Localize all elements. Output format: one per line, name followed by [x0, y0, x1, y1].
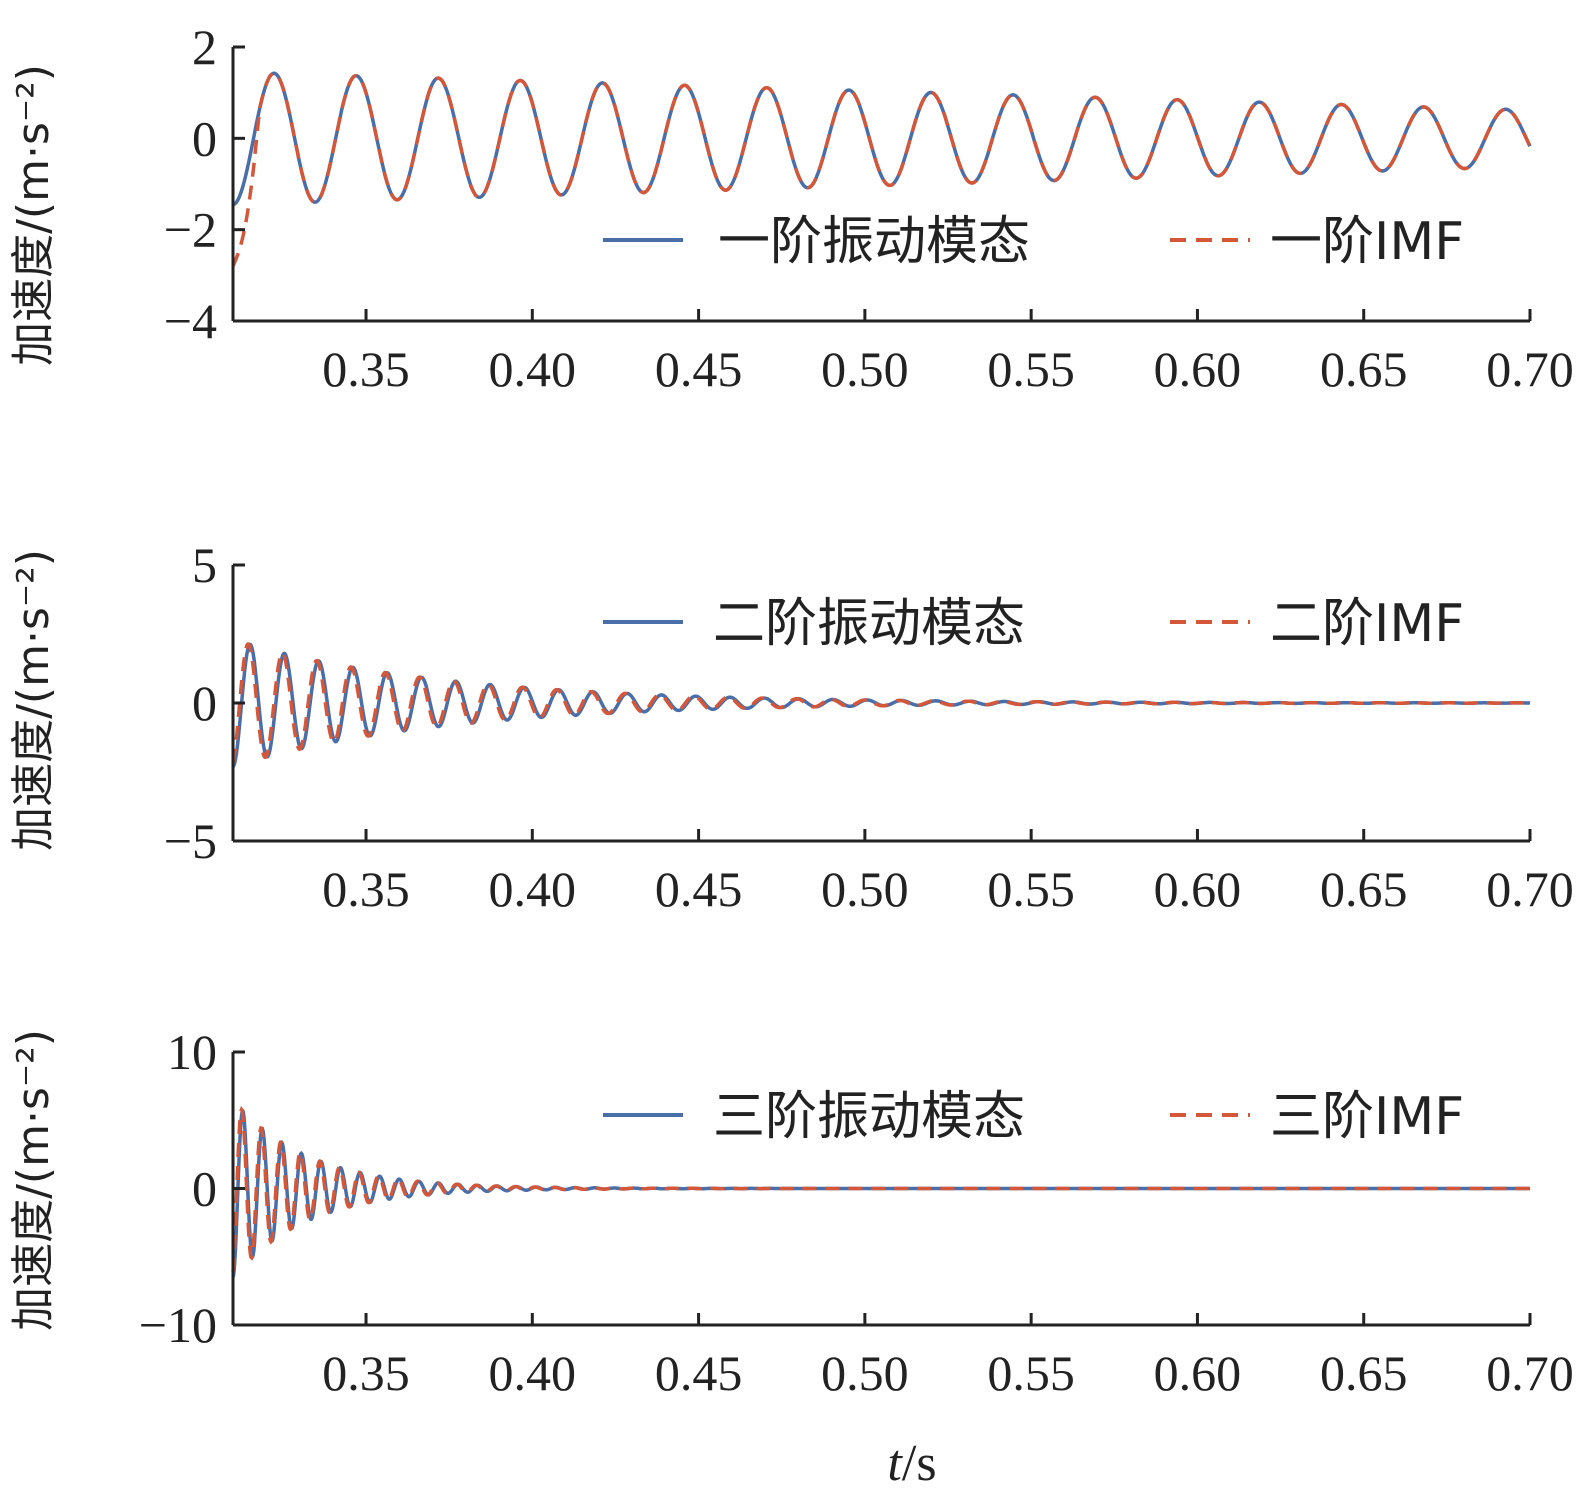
- x-tick-label: 0.50: [821, 861, 909, 917]
- legend-label-mode: 一阶振动模态: [718, 212, 1030, 272]
- y-ticks: 5 0 −5: [164, 537, 245, 869]
- legend-label-imf: 二阶IMF: [1270, 594, 1464, 654]
- x-tick-label: 0.35: [322, 1345, 410, 1401]
- x-tick-label: 0.55: [987, 341, 1075, 397]
- panel-2: 加速度/(m·s⁻²) 5 0 −5 0.35 0.40 0.45 0.50 0.55 0.6…: [8, 537, 1574, 917]
- legend-label-imf: 一阶IMF: [1270, 212, 1464, 272]
- y-tick-label: 0: [192, 675, 217, 731]
- x-axis-label-unit: /s: [902, 1435, 937, 1491]
- x-tick-label: 0.45: [655, 341, 743, 397]
- panel-3: 加速度/(m·s⁻²) 100−10 0.35 0.40 0.45 0.50 0.55 0…: [8, 1024, 1574, 1401]
- x-tick-label: 0.35: [322, 341, 410, 397]
- y-tick-label: −2: [164, 202, 217, 258]
- x-axis-label-var: t: [887, 1435, 903, 1491]
- x-tick-label: 0.40: [489, 341, 577, 397]
- x-tick-label: 0.45: [655, 1345, 743, 1401]
- y-tick-label: −10: [139, 1297, 217, 1353]
- x-tick-label: 0.60: [1154, 341, 1242, 397]
- imf-series-line: [231, 71, 1532, 267]
- y-tick-label: 5: [192, 537, 217, 593]
- x-tick-label: 0.65: [1320, 1345, 1408, 1401]
- y-tick-label: 10: [167, 1024, 217, 1080]
- panel-1: 加速度/(m·s⁻²) 20−2−4 0.35 0.40 0.45 0.50 0.55 0…: [8, 19, 1574, 397]
- x-tick-label: 0.40: [489, 1345, 577, 1401]
- y-tick-label: −5: [164, 813, 217, 869]
- y-tick-label: 0: [192, 110, 217, 166]
- legend-label-imf: 三阶IMF: [1270, 1087, 1464, 1147]
- y-tick-label: 2: [192, 19, 217, 75]
- x-tick-label: 0.60: [1154, 861, 1242, 917]
- x-tick-label: 0.50: [821, 1345, 909, 1401]
- y-axis-label: 加速度/(m·s⁻²): [8, 64, 59, 366]
- legend: 一阶振动模态 一阶IMF: [603, 212, 1464, 272]
- x-ticks: 0.35 0.40 0.45 0.50 0.55 0.60 0.65 0.70: [322, 1313, 1574, 1401]
- y-ticks: 2 0 −2 −4: [164, 19, 245, 349]
- y-tick-label: 0: [192, 1161, 217, 1217]
- x-tick-label: 0.60: [1154, 1345, 1242, 1401]
- y-axis-label: 加速度/(m·s⁻²): [8, 549, 59, 851]
- ylabel-group: 加速度/(m·s⁻²): [8, 64, 59, 366]
- legend: 二阶振动模态 二阶IMF: [603, 594, 1464, 654]
- x-tick-label: 0.65: [1320, 861, 1408, 917]
- y-axis-label: 加速度/(m·s⁻²): [8, 1029, 59, 1331]
- x-tick-label: 0.40: [489, 861, 577, 917]
- y-tick-label: −4: [164, 293, 217, 349]
- x-tick-label: 0.70: [1486, 341, 1574, 397]
- series-layer: [231, 642, 1531, 768]
- x-tick-label: 0.65: [1320, 341, 1408, 397]
- x-tick-label: 0.50: [821, 341, 909, 397]
- imf-series-line: [231, 642, 1530, 763]
- x-ticks: 0.35 0.40 0.45 0.50 0.55 0.60 0.65 0.70: [322, 829, 1574, 917]
- legend-label-mode: 三阶振动模态: [713, 1087, 1025, 1147]
- x-tick-label: 0.55: [987, 1345, 1075, 1401]
- y-ticks: 10 0 −10: [139, 1024, 245, 1353]
- x-tick-label: 0.70: [1486, 861, 1574, 917]
- x-tick-label: 0.45: [655, 861, 743, 917]
- x-ticks: 0.35 0.40 0.45 0.50 0.55 0.60 0.65 0.70: [322, 309, 1574, 397]
- legend-label-mode: 二阶振动模态: [713, 594, 1025, 654]
- series-layer: [231, 1105, 1530, 1278]
- imf-series-line: [231, 1105, 1530, 1272]
- ylabel-group: 加速度/(m·s⁻²): [8, 549, 59, 851]
- x-axis-label: t/s: [887, 1435, 936, 1491]
- series-layer: [231, 71, 1532, 267]
- legend: 三阶振动模态 三阶IMF: [603, 1087, 1464, 1147]
- x-tick-label: 0.35: [322, 861, 410, 917]
- ylabel-group: 加速度/(m·s⁻²): [8, 1029, 59, 1331]
- x-tick-label: 0.55: [987, 861, 1075, 917]
- x-tick-label: 0.70: [1486, 1345, 1574, 1401]
